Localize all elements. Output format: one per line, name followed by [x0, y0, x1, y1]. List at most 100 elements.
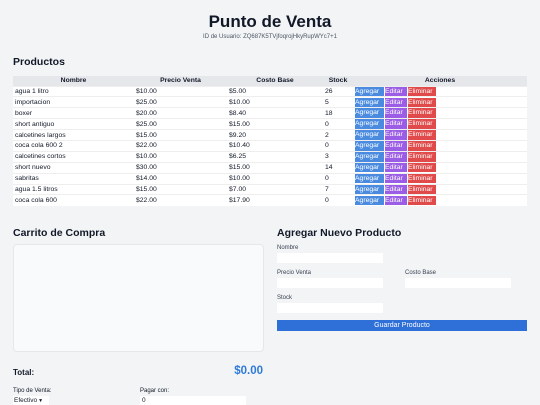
product-name: sabritas	[13, 172, 134, 185]
delete-product-button[interactable]: Eliminar	[408, 184, 436, 195]
product-actions: Agregar Editar Eliminar	[353, 96, 527, 108]
product-price: $25.00	[134, 118, 227, 130]
product-cost: $10.00	[227, 96, 323, 108]
product-cost: $10.40	[227, 139, 323, 152]
delete-product-button[interactable]: Eliminar	[408, 108, 436, 118]
table-row: coca cola 600 $22.00 $17.90 0 Agregar Editar E…	[13, 194, 527, 206]
sale-type-select[interactable]: Efectivo▼	[13, 396, 49, 405]
stock-input[interactable]	[277, 303, 383, 313]
product-name: short antiguo	[13, 118, 134, 130]
cost-label: Costo Base	[405, 270, 437, 276]
edit-product-button[interactable]: Editar	[385, 141, 407, 151]
price-input[interactable]	[277, 278, 383, 288]
product-stock: 0	[323, 172, 353, 185]
product-actions: Agregar Editar Eliminar	[353, 194, 527, 206]
product-name: calcetines largos	[13, 129, 134, 141]
product-price: $22.00	[134, 194, 227, 206]
table-header-row: Nombre Precio Venta Costo Base Stock Acc…	[13, 76, 527, 86]
save-product-button[interactable]: Guardar Producto	[277, 320, 527, 331]
user-id: ID de Usuario: ZQ687K5TVjfoqrojHkyRupWYc…	[203, 34, 337, 40]
product-price: $14.00	[134, 172, 227, 185]
sale-type-label: Tipo de Venta:	[13, 388, 52, 394]
table-row: coca cola 600 2 $22.00 $10.40 0 Agregar Edita…	[13, 139, 527, 152]
cart-heading: Carrito de Compra	[13, 227, 106, 239]
edit-product-button[interactable]: Editar	[385, 119, 407, 129]
edit-product-button[interactable]: Editar	[385, 152, 407, 162]
column-header-stock: Stock	[323, 76, 353, 86]
product-actions: Agregar Editar Eliminar	[353, 172, 527, 185]
chevron-down-icon: ▼	[38, 398, 44, 404]
product-actions: Agregar Editar Eliminar	[353, 183, 527, 195]
column-header-name: Nombre	[13, 76, 134, 86]
delete-product-button[interactable]: Eliminar	[408, 162, 436, 173]
column-header-actions: Acciones	[353, 76, 527, 86]
add-to-cart-button[interactable]: Agregar	[355, 86, 384, 97]
table-row: importacion $25.00 $10.00 5 Agregar Editar Eli…	[13, 96, 527, 108]
delete-product-button[interactable]: Eliminar	[408, 173, 436, 184]
edit-product-button[interactable]: Editar	[385, 195, 407, 206]
add-to-cart-button[interactable]: Agregar	[355, 108, 384, 118]
add-to-cart-button[interactable]: Agregar	[355, 119, 384, 129]
delete-product-button[interactable]: Eliminar	[408, 86, 436, 97]
delete-product-button[interactable]: Eliminar	[408, 141, 436, 151]
table-row: sabritas $14.00 $10.00 0 Agregar Editar Elimin…	[13, 172, 527, 185]
total-label: Total:	[13, 368, 35, 377]
product-stock: 0	[323, 139, 353, 152]
edit-product-button[interactable]: Editar	[385, 108, 407, 118]
product-stock: 3	[323, 150, 353, 163]
edit-product-button[interactable]: Editar	[385, 173, 407, 184]
product-price: $15.00	[134, 183, 227, 195]
product-cost: $15.00	[227, 118, 323, 130]
cart-items-area	[13, 244, 264, 352]
add-to-cart-button[interactable]: Agregar	[355, 152, 384, 162]
product-cost: $9.20	[227, 129, 323, 141]
add-to-cart-button[interactable]: Agregar	[355, 195, 384, 206]
add-to-cart-button[interactable]: Agregar	[355, 162, 384, 173]
product-stock: 0	[323, 118, 353, 130]
product-cost: $10.00	[227, 172, 323, 185]
column-header-cost: Costo Base	[227, 76, 323, 86]
add-to-cart-button[interactable]: Agregar	[355, 97, 384, 108]
table-row: calcetines cortos $10.00 $6.25 3 Agregar Edit…	[13, 150, 527, 163]
delete-product-button[interactable]: Eliminar	[408, 97, 436, 108]
table-row: short nuevo $30.00 $15.00 14 Agregar Editar El…	[13, 161, 527, 174]
product-stock: 0	[323, 194, 353, 206]
edit-product-button[interactable]: Editar	[385, 130, 407, 140]
add-to-cart-button[interactable]: Agregar	[355, 130, 384, 140]
product-name: importacion	[13, 96, 134, 108]
delete-product-button[interactable]: Eliminar	[408, 119, 436, 129]
name-input[interactable]	[277, 253, 383, 263]
products-heading: Productos	[13, 56, 65, 68]
product-cost: $15.00	[227, 161, 323, 174]
product-cost: $5.00	[227, 85, 323, 97]
product-name: coca cola 600 2	[13, 139, 134, 152]
pay-with-label: Pagar con:	[140, 388, 170, 394]
edit-product-button[interactable]: Editar	[385, 162, 407, 173]
new-product-heading: Agregar Nuevo Producto	[277, 227, 402, 239]
column-header-price: Precio Venta	[134, 76, 227, 86]
delete-product-button[interactable]: Eliminar	[408, 152, 436, 162]
delete-product-button[interactable]: Eliminar	[408, 195, 436, 206]
delete-product-button[interactable]: Eliminar	[408, 130, 436, 140]
product-actions: Agregar Editar Eliminar	[353, 139, 527, 152]
pay-with-input[interactable]	[140, 396, 246, 405]
product-stock: 5	[323, 96, 353, 108]
table-row: boxer $20.00 $8.40 18 Agregar Editar Eliminar	[13, 107, 527, 119]
add-to-cart-button[interactable]: Agregar	[355, 173, 384, 184]
product-cost: $17.90	[227, 194, 323, 206]
stock-label: Stock	[277, 295, 293, 301]
edit-product-button[interactable]: Editar	[385, 97, 407, 108]
product-stock: 14	[323, 161, 353, 174]
add-to-cart-button[interactable]: Agregar	[355, 184, 384, 195]
add-to-cart-button[interactable]: Agregar	[355, 141, 384, 151]
product-actions: Agregar Editar Eliminar	[353, 150, 527, 163]
edit-product-button[interactable]: Editar	[385, 86, 407, 97]
edit-product-button[interactable]: Editar	[385, 184, 407, 195]
cost-input[interactable]	[405, 278, 511, 288]
product-price: $10.00	[134, 150, 227, 163]
product-stock: 7	[323, 183, 353, 195]
product-price: $20.00	[134, 107, 227, 119]
product-name: boxer	[13, 107, 134, 119]
product-stock: 26	[323, 85, 353, 97]
